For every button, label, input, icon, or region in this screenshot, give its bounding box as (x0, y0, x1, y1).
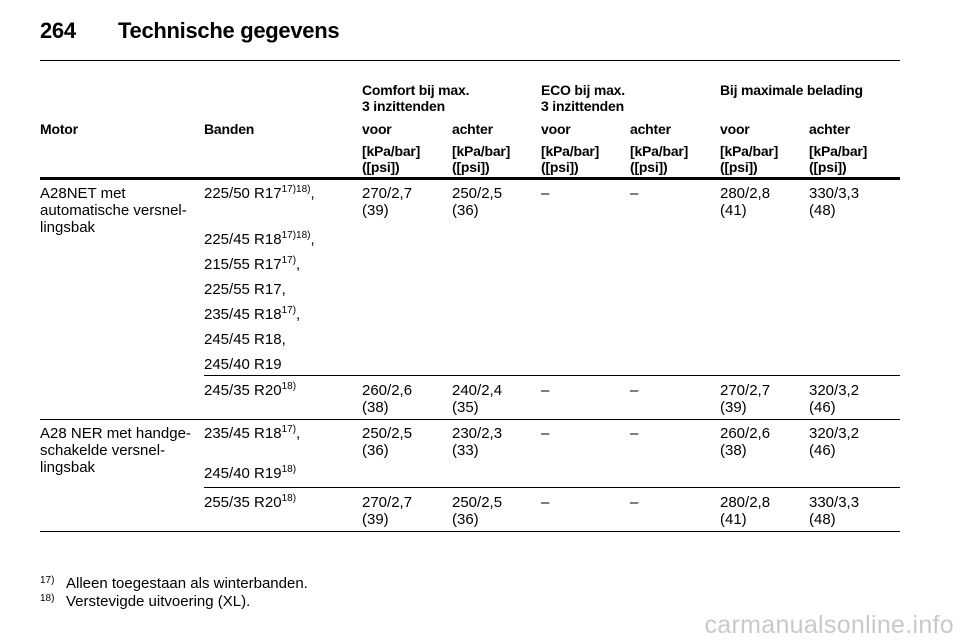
pressure-cell: 250/2,5 (36) (452, 185, 503, 219)
col-header-motor: Motor (40, 121, 78, 137)
pressure-cell: 320/3,2 (46) (809, 382, 860, 416)
unit-line1: [kPa/bar] (362, 143, 421, 159)
table-header-rule (40, 177, 900, 180)
footnote-mark: 18) (40, 593, 55, 604)
unit-line2: ([psi]) (630, 159, 668, 175)
unit-line2: ([psi]) (809, 159, 847, 175)
tire-size: 235/45 R1817), (204, 305, 301, 324)
page-header: 264 Technische gegevens (40, 18, 340, 44)
tire-size: 215/55 R1717), (204, 255, 301, 274)
pressure-cell: – (630, 185, 639, 202)
pressure-cell: – (630, 494, 639, 511)
motor-line: schakelde versnel- (40, 442, 166, 459)
watermark: carmanualsonline.info (704, 611, 954, 639)
footnote-17: 17) Alleen toegestaan als winterbanden. (40, 572, 308, 592)
col-header-max-achter: achter (809, 121, 850, 137)
row-divider (204, 487, 900, 488)
motor-line: A28 NER met handge- (40, 425, 191, 442)
group-header-comfort-line2: 3 inzittenden (362, 98, 445, 114)
row-divider (204, 375, 900, 376)
unit-line1: [kPa/bar] (541, 143, 600, 159)
unit-header: [kPa/bar] ([psi]) (720, 143, 778, 175)
tire-size: 255/35 R2018) (204, 493, 297, 512)
group-header-comfort-line1: Comfort bij max. (362, 82, 470, 98)
unit-header: [kPa/bar] ([psi]) (452, 143, 510, 175)
col-header-banden: Banden (204, 121, 255, 137)
footnote-text: Alleen toegestaan als winterbanden. (66, 575, 308, 592)
header-rule (40, 60, 900, 61)
group-header-eco-line1: ECO bij max. (541, 82, 625, 98)
pressure-cell: 260/2,6 (38) (720, 425, 771, 459)
unit-line1: [kPa/bar] (630, 143, 689, 159)
group-header-eco-line2: 3 inzittenden (541, 98, 624, 114)
pressure-cell: – (630, 425, 639, 442)
table-bottom-rule (40, 531, 900, 532)
motor-line: A28NET met (40, 185, 126, 202)
pressure-cell: 270/2,7 (39) (720, 382, 771, 416)
row-divider (40, 419, 900, 420)
unit-line2: ([psi]) (452, 159, 490, 175)
motor-cell: A28NET met automatische versnel- lingsba… (40, 185, 187, 236)
tire-size: 245/40 R19 (204, 356, 282, 373)
page-number: 264 (40, 18, 76, 43)
footnote-18: 18) Verstevigde uitvoering (XL). (40, 590, 250, 610)
tire-size: 225/45 R1817)18), (204, 230, 315, 249)
unit-line2: ([psi]) (720, 159, 758, 175)
pressure-cell: 270/2,7 (39) (362, 185, 413, 219)
pressure-cell: – (541, 425, 550, 442)
group-header-comfort: Comfort bij max. 3 inzittenden (362, 82, 469, 114)
unit-line1: [kPa/bar] (720, 143, 779, 159)
unit-line2: ([psi]) (541, 159, 579, 175)
col-header-max-voor: voor (720, 121, 750, 137)
pressure-cell: 240/2,4 (35) (452, 382, 503, 416)
motor-line: lingsbak (40, 219, 96, 236)
unit-header: [kPa/bar] ([psi]) (630, 143, 688, 175)
unit-header: [kPa/bar] ([psi]) (541, 143, 599, 175)
pressure-cell: 230/2,3 (33) (452, 425, 503, 459)
unit-line1: [kPa/bar] (452, 143, 511, 159)
pressure-cell: – (541, 382, 550, 399)
tire-size: 225/55 R17, (204, 281, 286, 298)
tire-size: 245/40 R1918) (204, 464, 297, 483)
pressure-cell: – (541, 185, 550, 202)
group-header-eco: ECO bij max. 3 inzittenden (541, 82, 625, 114)
unit-header: [kPa/bar] ([psi]) (362, 143, 420, 175)
pressure-cell: 250/2,5 (36) (362, 425, 413, 459)
pressure-cell: 270/2,7 (39) (362, 494, 413, 528)
footnote-text: Verstevigde uitvoering (XL). (66, 593, 251, 610)
motor-cell: A28 NER met handge- schakelde versnel- l… (40, 425, 191, 476)
col-header-eco-voor: voor (541, 121, 571, 137)
pressure-cell: 280/2,8 (41) (720, 494, 771, 528)
unit-line1: [kPa/bar] (809, 143, 868, 159)
pressure-cell: 280/2,8 (41) (720, 185, 771, 219)
col-header-comfort-voor: voor (362, 121, 392, 137)
pressure-cell: – (630, 382, 639, 399)
col-header-eco-achter: achter (630, 121, 671, 137)
pressure-cell: 320/3,2 (46) (809, 425, 860, 459)
col-header-comfort-achter: achter (452, 121, 493, 137)
unit-header: [kPa/bar] ([psi]) (809, 143, 867, 175)
motor-line: lingsbak (40, 459, 96, 476)
motor-line: automatische versnel- (40, 202, 187, 219)
group-header-max: Bij maximale belading (720, 82, 863, 98)
pressure-cell: 330/3,3 (48) (809, 185, 860, 219)
pressure-cell: 250/2,5 (36) (452, 494, 503, 528)
pressure-cell: – (541, 494, 550, 511)
footnote-mark: 17) (40, 575, 55, 586)
tire-size: 245/35 R2018) (204, 381, 297, 400)
unit-line2: ([psi]) (362, 159, 400, 175)
tire-size: 235/45 R1817), (204, 424, 301, 443)
pressure-cell: 330/3,3 (48) (809, 494, 860, 528)
pressure-cell: 260/2,6 (38) (362, 382, 413, 416)
tire-size: 245/45 R18, (204, 331, 286, 348)
tire-size: 225/50 R1717)18), (204, 184, 315, 203)
page-title: Technische gegevens (118, 18, 340, 43)
